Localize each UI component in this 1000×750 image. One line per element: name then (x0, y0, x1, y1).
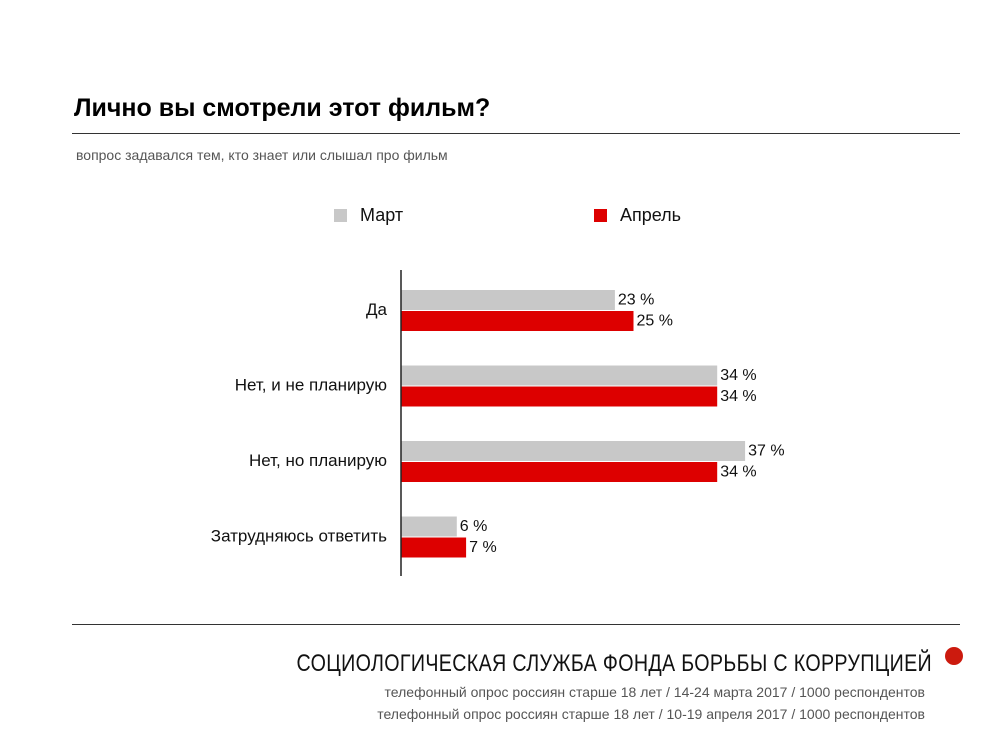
category-label: Нет, но планирую (249, 451, 387, 470)
brand-dot-icon (945, 647, 963, 665)
chart-subtitle: вопрос задавался тем, кто знает или слыш… (76, 147, 448, 163)
data-label: 6 % (460, 518, 488, 535)
chart-title: Лично вы смотрели этот фильм? (74, 94, 491, 122)
category-label: Затрудняюсь ответить (211, 526, 387, 545)
data-label: 7 % (469, 539, 497, 556)
title-divider (72, 133, 960, 134)
data-label: 34 % (720, 388, 756, 405)
legend-swatch-march (334, 209, 347, 222)
bar-march (401, 290, 615, 310)
bar-april (401, 462, 718, 482)
category-label: Да (366, 300, 388, 319)
legend-label-march: Март (360, 205, 404, 225)
data-label: 25 % (637, 313, 673, 330)
legend-label-april: Апрель (620, 205, 682, 225)
bar-march (401, 365, 718, 386)
data-label: 34 % (720, 367, 756, 384)
data-label: 37 % (748, 443, 784, 460)
bar-april (401, 537, 467, 558)
footer-survey-april: телефонный опрос россиян старше 18 лет /… (377, 706, 925, 722)
footer-survey-march: телефонный опрос россиян старше 18 лет /… (384, 684, 925, 700)
footer-divider (72, 624, 960, 625)
legend-item-april: Апрель (594, 205, 681, 226)
data-label: 23 % (618, 292, 654, 309)
bar-april (401, 311, 634, 331)
legend-item-march: Март (334, 205, 403, 226)
data-label: 34 % (720, 464, 756, 481)
legend-swatch-april (594, 209, 607, 222)
bar-march (401, 441, 746, 461)
category-label: Нет, и не планирую (235, 375, 388, 394)
footer-organization: СОЦИОЛОГИЧЕСКАЯ СЛУЖБА ФОНДА БОРЬБЫ С КО… (296, 650, 932, 677)
bar-march (401, 516, 457, 537)
bar-april (401, 386, 718, 407)
